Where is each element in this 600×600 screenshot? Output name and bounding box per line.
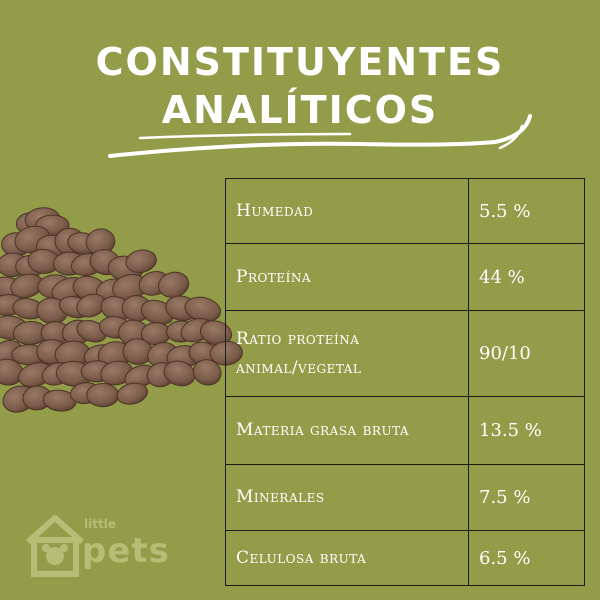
table-row: Humedad 5.5 %	[225, 178, 585, 244]
row-label: Materia grasa bruta	[225, 396, 469, 465]
table-row: Ratio proteína animal/vegetal 90/10	[225, 310, 585, 397]
row-label-line-2: animal/vegetal	[236, 357, 362, 378]
nutrition-table: Humedad 5.5 % Proteína 44 % Ratio proteí…	[225, 178, 585, 586]
row-label: Humedad	[225, 178, 469, 244]
title-line-2: ANALÍTICOS	[161, 88, 439, 132]
row-label: Minerales	[225, 464, 469, 531]
row-value: 13.5 %	[468, 396, 585, 465]
kibble-piece	[163, 360, 196, 387]
row-label: Proteína	[225, 243, 469, 311]
swoosh-underline	[108, 114, 532, 158]
little-pets-logo	[26, 515, 84, 577]
table-row: Materia grasa bruta 13.5 %	[225, 396, 585, 465]
kibble-piece	[125, 249, 157, 273]
table-row: Minerales 7.5 %	[225, 464, 585, 531]
kibble-piece	[116, 382, 148, 405]
kibble-piece	[86, 382, 120, 408]
row-value: 5.5 %	[468, 178, 585, 244]
row-label-line-1: Ratio proteína	[236, 328, 360, 349]
row-value: 6.5 %	[468, 530, 585, 586]
title-line-1: CONSTITUYENTES	[95, 40, 505, 84]
row-label: Celulosa bruta	[225, 530, 469, 586]
kibble-piece	[192, 359, 222, 386]
row-label: Ratio proteína animal/vegetal	[225, 310, 469, 397]
kibble-pile-image	[0, 207, 243, 413]
table-row: Celulosa bruta 6.5 %	[225, 530, 585, 586]
kibble-piece	[42, 389, 77, 412]
logo-text-big: pets	[82, 531, 170, 571]
row-value: 7.5 %	[468, 464, 585, 531]
table-row: Proteína 44 %	[225, 243, 585, 311]
row-value: 90/10	[468, 310, 585, 397]
logo-text-small: little	[84, 517, 116, 531]
row-value: 44 %	[468, 243, 585, 311]
